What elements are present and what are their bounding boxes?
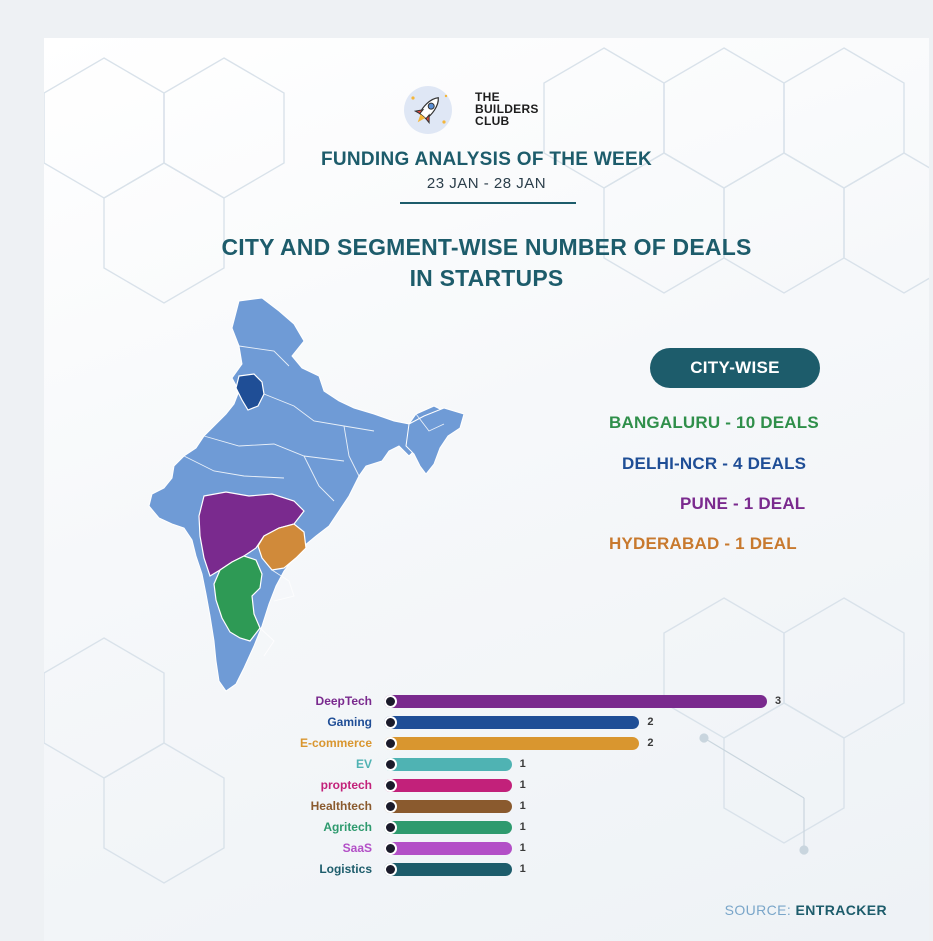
brand-line3: CLUB — [475, 114, 510, 128]
brand-line1: THE — [475, 90, 500, 104]
bar-start-dot — [384, 779, 397, 792]
bar-start-dot — [384, 842, 397, 855]
title-underline — [400, 202, 576, 204]
telangana-region — [257, 523, 307, 571]
bar-start-dot — [384, 737, 397, 750]
chart-headline: CITY AND SEGMENT-WISE NUMBER OF DEALS IN… — [44, 232, 929, 294]
source-value: ENTRACKER — [795, 902, 887, 918]
city-item-hyderabad: HYDERABAD - 1 DEAL — [609, 534, 797, 553]
date-range: 23 JAN - 28 JAN — [426, 175, 547, 192]
rocket-icon — [404, 86, 452, 134]
bar-start-dot — [384, 758, 397, 771]
brand-name: THE BUILDERS CLUB — [475, 91, 575, 127]
bar — [384, 800, 512, 813]
brand-line2: BUILDERS — [475, 102, 539, 116]
bar-value-label: 1 — [519, 779, 526, 791]
india-map — [148, 297, 464, 692]
bar-value-label: 2 — [647, 737, 654, 749]
headline-line1: CITY AND SEGMENT-WISE NUMBER OF DEALS — [221, 234, 752, 260]
bar-value-label: 1 — [519, 842, 526, 854]
northeast-region — [405, 407, 464, 475]
bar-label: Agritech — [323, 820, 372, 834]
headline-line2: IN STARTUPS — [409, 265, 564, 291]
bar-label: proptech — [320, 778, 372, 792]
bar-value-label: 1 — [519, 863, 526, 875]
bar-value-label: 3 — [775, 695, 782, 707]
india-outline — [148, 297, 445, 692]
hexagon-background — [44, 47, 929, 884]
bar-label: DeepTech — [315, 694, 372, 708]
bar-label: Logistics — [319, 862, 372, 876]
infographic-card: THE BUILDERS CLUB FUNDING ANALYSIS OF TH… — [44, 38, 929, 941]
bar-label: Healthtech — [310, 799, 372, 813]
bar-label: SaaS — [342, 841, 372, 855]
bar-value-label: 1 — [519, 758, 526, 770]
bar-label: E-commerce — [299, 736, 372, 750]
bar-label: EV — [355, 757, 372, 771]
bar-value-label: 1 — [519, 800, 526, 812]
city-wise-pill: CITY-WISE — [650, 348, 820, 388]
bar — [384, 716, 640, 729]
city-item-delhi-ncr: DELHI-NCR - 4 DEALS — [622, 454, 807, 473]
city-item-pune: PUNE - 1 DEAL — [680, 494, 806, 513]
bar — [384, 695, 767, 708]
segment-bar-chart: DeepTech 3 Gaming 2 E-commerce 2 EV 1 proptech 1 H… — [44, 688, 929, 888]
bar-start-dot — [384, 821, 397, 834]
bar — [384, 821, 512, 834]
bar-start-dot — [384, 800, 397, 813]
bar-start-dot — [384, 716, 397, 729]
karnataka-region — [213, 555, 263, 642]
bar — [384, 842, 512, 855]
bar — [384, 779, 512, 792]
source-credit: SOURCE: ENTRACKER — [725, 902, 887, 918]
bar-value-label: 1 — [519, 821, 526, 833]
bar — [384, 758, 512, 771]
bar-start-dot — [384, 695, 397, 708]
bar — [384, 863, 512, 876]
bar-start-dot — [384, 863, 397, 876]
city-item-bangaluru: BANGALURU - 10 DEALS — [609, 413, 819, 432]
source-label: SOURCE: — [724, 902, 796, 918]
bar-value-label: 2 — [647, 716, 654, 728]
delhi-region — [235, 373, 265, 411]
bar-label: Gaming — [327, 715, 372, 729]
bar — [384, 737, 640, 750]
page-title: FUNDING ANALYSIS OF THE WEEK — [320, 149, 653, 170]
brand-logo: THE BUILDERS CLUB — [404, 86, 584, 136]
